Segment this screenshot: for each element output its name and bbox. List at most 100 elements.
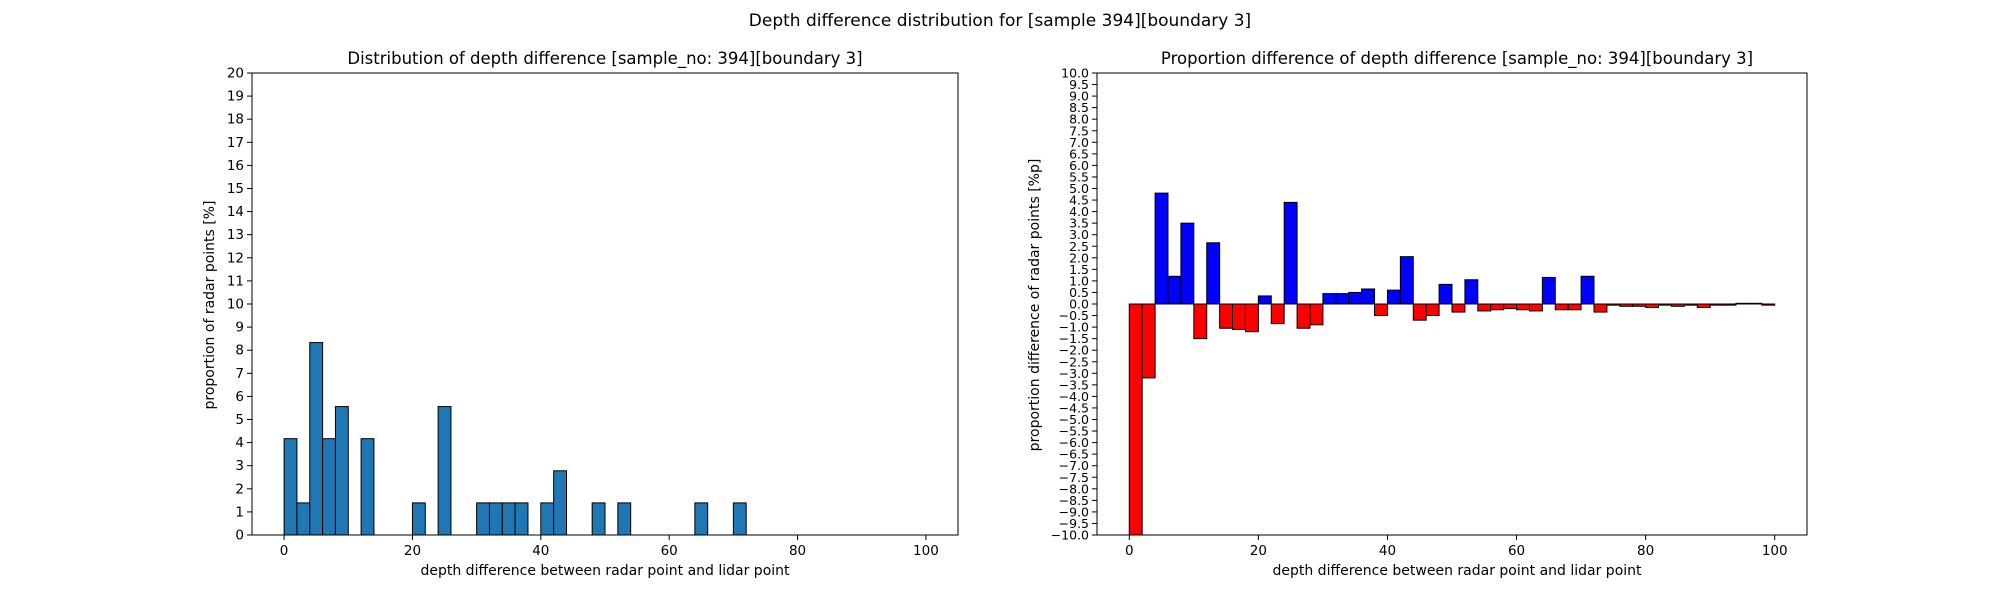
y-tick-label: −3.5 xyxy=(1059,377,1089,392)
y-tick-label: 2.0 xyxy=(1069,250,1089,265)
y-tick-label: 0 xyxy=(235,528,244,544)
y-tick-label: 1.0 xyxy=(1069,273,1089,288)
y-tick-label: 18 xyxy=(227,112,244,128)
x-tick-label: 40 xyxy=(532,543,549,559)
histogram-bar xyxy=(1270,303,1285,325)
x-tick-label: 20 xyxy=(1250,543,1267,559)
y-tick-label: 5 xyxy=(235,412,244,428)
histogram-bar xyxy=(1128,303,1143,536)
y-tick-label: 7 xyxy=(235,366,244,382)
y-tick-label: −6.0 xyxy=(1059,435,1089,450)
histogram-bar xyxy=(360,438,375,536)
axes-frame xyxy=(251,72,959,536)
histogram-bar xyxy=(501,502,516,536)
histogram-bar xyxy=(437,406,452,536)
histogram-bar xyxy=(1141,303,1156,379)
histogram-bar xyxy=(322,438,336,536)
y-tick-label: −3.0 xyxy=(1059,366,1089,381)
histogram-bar xyxy=(1412,303,1427,321)
y-tick-label: 13 xyxy=(227,227,244,243)
x-tick-label: 60 xyxy=(1508,543,1525,559)
y-tick-label: −6.5 xyxy=(1059,447,1089,462)
histogram-bar xyxy=(1361,288,1376,305)
y-tick-label: 9.5 xyxy=(1069,77,1089,92)
histogram-bar xyxy=(411,502,426,536)
y-tick-label: −7.5 xyxy=(1059,470,1089,485)
y-tick-label: 4.5 xyxy=(1069,193,1089,208)
x-tick-label: 80 xyxy=(1637,543,1654,559)
y-tick-label: 3.5 xyxy=(1069,216,1089,231)
y-tick-label: −2.5 xyxy=(1059,354,1089,369)
histogram-bar xyxy=(1464,279,1479,305)
y-tick-label: −4.5 xyxy=(1059,400,1089,415)
y-tick-label: 4 xyxy=(235,435,244,451)
histogram-bar xyxy=(1335,293,1350,305)
y-tick-label: 15 xyxy=(227,181,244,197)
x-axis-label: depth difference between radar point and… xyxy=(1272,563,1642,579)
histogram-bar xyxy=(1451,303,1466,313)
y-tick-label: 10.0 xyxy=(1061,66,1089,81)
histogram-bar xyxy=(1425,303,1440,317)
x-tick-label: 40 xyxy=(1379,543,1396,559)
histogram-bar xyxy=(1593,303,1608,313)
histogram-bar xyxy=(1219,303,1234,329)
x-tick-label: 20 xyxy=(404,543,421,559)
histogram-bar xyxy=(1606,303,1621,306)
y-tick-label: −10.0 xyxy=(1051,528,1089,543)
histogram-bar xyxy=(1257,295,1272,305)
histogram-bar xyxy=(1670,303,1685,307)
histogram-bar xyxy=(514,502,529,536)
histogram-bar xyxy=(1232,303,1246,330)
x-tick-label: 0 xyxy=(280,543,289,559)
y-tick-label: −4.0 xyxy=(1059,389,1089,404)
y-tick-label: 8 xyxy=(235,343,244,359)
y-tick-label: 1.5 xyxy=(1069,262,1089,277)
y-tick-label: −7.0 xyxy=(1059,458,1089,473)
y-tick-label: 4.0 xyxy=(1069,204,1089,219)
histogram-bar xyxy=(1490,303,1505,311)
y-tick-label: 6.0 xyxy=(1069,158,1089,173)
histogram-bar xyxy=(1722,303,1737,306)
histogram-bar xyxy=(1658,303,1672,306)
y-tick-label: −2.0 xyxy=(1059,343,1089,358)
x-tick-label: 60 xyxy=(661,543,678,559)
plot-area: 0 20 40 60 80 100 −10.0−9.5−9.0−8.5−8.0−7.5−7.… xyxy=(1051,66,1808,559)
y-tick-label: 19 xyxy=(227,89,244,105)
figure-suptitle: Depth difference distribution for [sampl… xyxy=(749,11,1251,31)
x-tick-label: 100 xyxy=(1762,543,1788,559)
histogram-bar xyxy=(283,438,298,536)
y-tick-label: −1.0 xyxy=(1059,320,1089,335)
y-tick-label: 10 xyxy=(227,297,244,313)
chart-distribution: Distribution of depth difference [sample… xyxy=(202,49,959,579)
y-tick-label: −9.0 xyxy=(1059,504,1089,519)
y-tick-label: 7.0 xyxy=(1069,135,1089,150)
histogram-bar xyxy=(1580,275,1595,305)
y-tick-label: 6.5 xyxy=(1069,146,1089,161)
y-tick-label: −1.5 xyxy=(1059,331,1089,346)
histogram-bar xyxy=(1477,303,1492,312)
y-tick-label: −0.5 xyxy=(1059,308,1089,323)
y-tick-label: 0.5 xyxy=(1069,285,1089,300)
y-tick-label: 2.5 xyxy=(1069,239,1089,254)
y-tick-label: 17 xyxy=(227,135,244,151)
y-tick-label: 8.5 xyxy=(1069,100,1089,115)
histogram-bar xyxy=(540,502,555,536)
y-axis-label: proportion difference of radar points [%… xyxy=(1027,159,1043,452)
histogram-bar xyxy=(1761,303,1776,306)
histogram-bar xyxy=(1709,303,1724,306)
histogram-bar xyxy=(334,406,349,536)
histogram-bar xyxy=(591,502,606,536)
y-tick-label: 11 xyxy=(227,273,244,289)
y-tick-label: 3.0 xyxy=(1069,227,1089,242)
y-tick-label: 20 xyxy=(227,66,244,82)
x-tick-label: 80 xyxy=(789,543,806,559)
y-tick-label: 1 xyxy=(235,504,244,520)
histogram-bar xyxy=(1309,303,1324,326)
histogram-bar xyxy=(1528,303,1543,312)
histogram-bar xyxy=(1206,242,1221,305)
histogram-bar xyxy=(1374,303,1388,317)
histogram-bar xyxy=(1348,291,1363,305)
y-tick-label: 2 xyxy=(235,481,244,497)
histogram-bar xyxy=(1167,275,1182,305)
histogram-bar xyxy=(617,502,632,536)
